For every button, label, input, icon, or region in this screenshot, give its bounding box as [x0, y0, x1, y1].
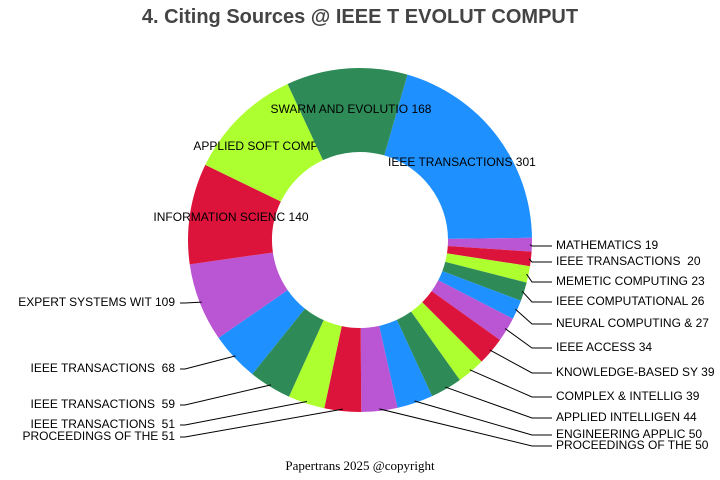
donut-slice: [431, 280, 513, 340]
donut-slice: [379, 319, 433, 408]
slice-label: PROCEEDINGS OF THE 51: [23, 429, 176, 443]
slice-label: MATHEMATICS 19: [556, 238, 659, 252]
donut-slice: [396, 311, 460, 397]
donut-slice: [442, 261, 527, 301]
slice-label: MEMETIC COMPUTING 23: [556, 274, 705, 288]
label-leader-line: [489, 349, 552, 374]
label-leader-line: [469, 369, 552, 398]
slice-label: IEEE TRANSACTIONS 301: [388, 155, 536, 169]
donut-slice: [411, 302, 482, 381]
slice-label: IEEE COMPUTATIONAL 26: [556, 294, 705, 308]
donut-slice: [287, 67, 408, 161]
label-leader-line: [180, 408, 343, 438]
donut-slice: [205, 83, 323, 202]
donut-slice: [438, 271, 521, 319]
label-leader-line: [521, 290, 552, 303]
donut-slice: [218, 290, 305, 375]
label-leader-line: [526, 273, 552, 283]
slice-label: SWARM AND EVOLUTIO 168: [271, 102, 432, 116]
slice-label: IEEE TRANSACTIONS 68: [31, 361, 176, 375]
label-leader-line: [445, 386, 552, 419]
label-leader-line: [379, 408, 552, 447]
slice-label: IEEE TRANSACTIONS 51: [31, 417, 176, 431]
slice-label: IEEE TRANSACTIONS 59: [31, 397, 176, 411]
donut-slice: [360, 325, 398, 412]
copyright-footer: Papertrans 2025 @copyright: [285, 458, 435, 473]
label-leader-line: [180, 355, 236, 370]
label-leader-line: [180, 401, 308, 426]
slice-label: KNOWLEDGE-BASED SY 39: [556, 365, 715, 379]
donut-slice: [384, 74, 532, 239]
donut-slice: [324, 326, 362, 412]
donut-slice: [252, 308, 324, 397]
label-leader-line: [180, 384, 272, 406]
slice-label: IEEE TRANSACTIONS 20: [556, 254, 701, 268]
donut-slice: [447, 237, 532, 252]
slice-label: IEEE ACCESS 34: [556, 340, 652, 354]
donut-slice: [288, 320, 342, 409]
label-leader-line: [414, 400, 552, 436]
slice-label: ENGINEERING APPLIC 50: [556, 427, 702, 441]
slice-label: NEURAL COMPUTING & 27: [556, 316, 709, 330]
slice-label: COMPLEX & INTELLIG 39: [556, 389, 700, 403]
donut-slice: [188, 164, 281, 265]
label-leader-line: [504, 328, 552, 349]
label-leader-line: [180, 301, 202, 304]
donut-slice: [422, 291, 500, 362]
slice-label: EXPERT SYSTEMS WIT 109: [18, 295, 175, 309]
slice-label: PROCEEDINGS OF THE 50: [556, 438, 709, 452]
chart-title: 4. Citing Sources @ IEEE T EVOLUT COMPUT: [141, 6, 579, 28]
slice-label: APPLIED SOFT COMPU 161: [193, 139, 350, 153]
slice-label: APPLIED INTELLIGEN 44: [556, 410, 697, 424]
label-leader-line: [515, 308, 552, 325]
slice-label: INFORMATION SCIENC 140: [153, 210, 308, 224]
label-leader-line: [528, 258, 552, 263]
label-leader-line: [529, 244, 552, 247]
donut-slice: [445, 253, 530, 283]
donut-slice: [189, 252, 288, 338]
donut-slice: [446, 245, 532, 267]
